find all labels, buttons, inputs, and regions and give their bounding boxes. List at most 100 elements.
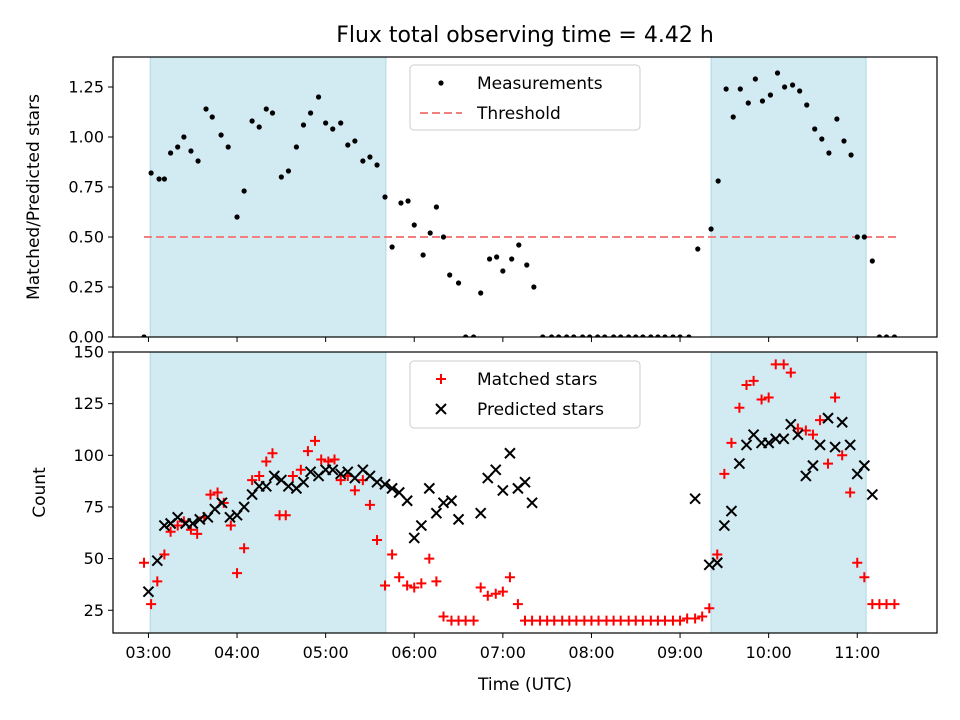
data-point: [844, 439, 856, 451]
data-point: [611, 334, 617, 337]
x-tick-label: 11:00: [834, 643, 880, 662]
data-point: [394, 572, 405, 583]
data-point: [490, 464, 502, 476]
data-point: [689, 492, 701, 505]
data-point: [249, 118, 255, 124]
top-y-tick-label: 0.00: [68, 328, 104, 347]
data-point: [430, 507, 443, 519]
data-point: [447, 272, 453, 278]
data-point: [433, 204, 439, 210]
data-point: [602, 334, 608, 337]
data-point: [756, 394, 767, 405]
data-point: [152, 576, 163, 587]
data-point: [512, 599, 523, 610]
data-point: [752, 76, 758, 82]
data-point: [161, 176, 167, 182]
bottom-legend: Matched stars Predicted stars: [409, 360, 641, 429]
data-point: [677, 334, 683, 337]
data-point: [848, 152, 854, 158]
data-point: [726, 437, 737, 448]
data-point: [733, 457, 746, 470]
data-point: [416, 578, 427, 589]
top-plot-area: [141, 57, 898, 337]
data-point: [364, 499, 375, 510]
data-point: [295, 464, 306, 475]
data-point: [371, 476, 383, 488]
data-point: [188, 148, 194, 154]
data-point: [762, 437, 775, 449]
data-point: [297, 476, 310, 488]
series-matched-stars: [139, 359, 900, 626]
chart-title: Flux total observing time = 4.42 h: [336, 23, 714, 48]
legend-label: Threshold: [476, 104, 561, 124]
data-point: [519, 476, 531, 488]
data-point: [315, 94, 322, 100]
data-point: [579, 334, 586, 337]
data-point: [504, 447, 516, 459]
data-point: [338, 120, 344, 126]
data-point: [139, 557, 150, 568]
data-point: [423, 482, 436, 495]
data-point: [151, 554, 164, 567]
top-panel: 0.00 0.25 0.50 0.75 1.00 1.25 Matched/Predicte…: [24, 56, 938, 347]
data-point: [415, 519, 428, 532]
data-point: [807, 429, 818, 440]
data-point: [703, 559, 715, 571]
data-point: [335, 475, 346, 486]
x-tick-label: 06:00: [391, 643, 437, 662]
data-point: [740, 439, 753, 451]
data-point: [807, 459, 819, 472]
data-point: [468, 615, 479, 626]
data-point: [405, 198, 411, 204]
data-point: [531, 284, 537, 290]
series-predicted-stars: [142, 412, 879, 598]
data-point: [486, 256, 493, 262]
data-point: [823, 458, 834, 469]
data-point: [556, 334, 562, 337]
data-point: [282, 480, 295, 493]
data-point: [452, 513, 465, 526]
legend-label: Predicted stars: [477, 400, 604, 420]
data-point: [424, 553, 435, 564]
data-point: [655, 334, 661, 337]
legend-swatch: [438, 80, 444, 86]
data-point: [256, 124, 262, 130]
data-point: [327, 464, 339, 476]
data-point: [380, 580, 391, 591]
data-point: [241, 188, 247, 194]
data-point: [711, 557, 723, 569]
data-point: [445, 495, 458, 507]
data-point: [194, 513, 206, 526]
data-point: [427, 230, 433, 236]
data-point: [725, 505, 738, 517]
data-point: [708, 226, 714, 232]
data-point: [548, 334, 555, 337]
data-point: [212, 487, 223, 498]
data-point: [785, 367, 796, 378]
data-point: [670, 334, 676, 337]
data-point: [804, 102, 810, 108]
data-point: [254, 470, 265, 481]
data-point: [889, 599, 900, 610]
data-point: [175, 144, 181, 150]
data-point: [618, 334, 624, 337]
data-point: [225, 144, 231, 150]
data-point: [734, 402, 745, 413]
bottom-y-tick-label: 75: [84, 497, 104, 516]
legend-swatch: [435, 403, 447, 415]
data-point: [205, 489, 216, 500]
data-point: [782, 84, 788, 90]
data-point: [861, 234, 867, 240]
x-tick-label: 03:00: [125, 643, 171, 662]
bottom-plot-area: [139, 352, 900, 633]
data-point: [307, 110, 314, 116]
data-point: [146, 599, 157, 610]
bottom-shaded-region-2: [710, 352, 867, 633]
x-axis-label: Time (UTC): [477, 675, 572, 695]
data-point: [814, 439, 826, 451]
data-point: [345, 142, 351, 148]
data-point: [478, 290, 484, 296]
data-point: [778, 359, 789, 370]
data-point: [323, 120, 329, 126]
data-point: [382, 194, 388, 200]
